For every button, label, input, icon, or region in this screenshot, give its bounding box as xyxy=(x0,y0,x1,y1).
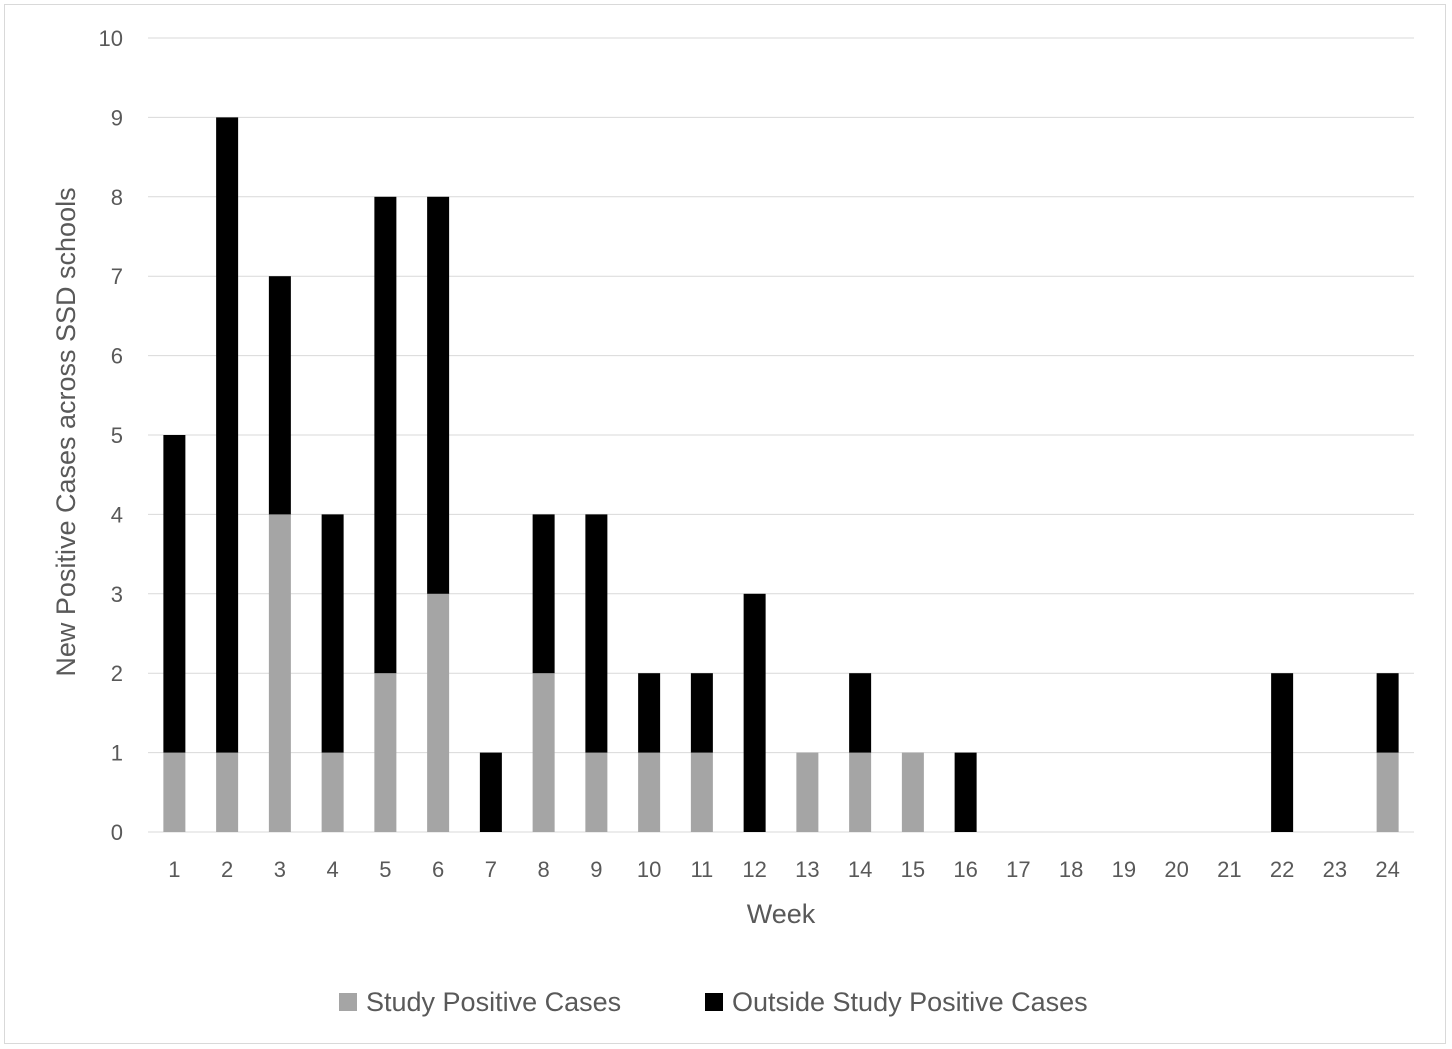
bar-study-week-9 xyxy=(585,752,608,832)
bar-outside-week-5 xyxy=(374,196,397,674)
x-tick-label: 24 xyxy=(1375,857,1399,882)
bar-outside-week-7 xyxy=(479,752,502,832)
x-tick-label: 10 xyxy=(637,857,661,882)
bar-outside-week-12 xyxy=(743,593,766,832)
bar-study-week-10 xyxy=(638,752,661,832)
bar-outside-week-24 xyxy=(1376,673,1399,753)
bar-study-week-24 xyxy=(1376,752,1399,832)
x-tick-label: 11 xyxy=(690,857,713,882)
x-tick-label: 7 xyxy=(485,857,497,882)
x-tick-label: 22 xyxy=(1270,857,1294,882)
bar-outside-week-4 xyxy=(321,514,344,753)
bar-study-week-6 xyxy=(427,593,450,832)
y-tick-label: 9 xyxy=(111,105,123,130)
bar-outside-week-9 xyxy=(585,514,608,753)
bars xyxy=(163,117,1399,832)
bar-outside-week-11 xyxy=(690,673,713,753)
x-tick-label: 9 xyxy=(590,857,602,882)
bar-outside-week-2 xyxy=(216,117,239,753)
y-tick-label: 2 xyxy=(111,661,123,686)
bar-outside-week-16 xyxy=(954,752,977,832)
legend-swatch-outside xyxy=(705,993,723,1011)
bar-outside-week-6 xyxy=(427,196,450,594)
x-tick-label: 16 xyxy=(953,857,977,882)
y-axis-title: New Positive Cases across SSD schools xyxy=(51,187,81,676)
bar-study-week-15 xyxy=(901,752,924,832)
legend-swatch-study xyxy=(339,993,357,1011)
x-tick-label: 4 xyxy=(327,857,339,882)
legend-label-outside: Outside Study Positive Cases xyxy=(732,987,1088,1017)
x-tick-label: 21 xyxy=(1217,857,1241,882)
x-tick-label: 12 xyxy=(742,857,766,882)
y-tick-label: 1 xyxy=(111,741,123,766)
gridlines xyxy=(148,37,1414,833)
bar-study-week-11 xyxy=(690,752,713,832)
bar-outside-week-8 xyxy=(532,514,555,674)
x-axis-title: Week xyxy=(747,899,816,929)
x-tick-label: 13 xyxy=(795,857,819,882)
y-tick-label: 0 xyxy=(111,820,123,845)
x-tick-label: 8 xyxy=(538,857,550,882)
x-tick-label: 2 xyxy=(221,857,233,882)
x-tick-label: 14 xyxy=(848,857,872,882)
bar-outside-week-3 xyxy=(268,276,291,515)
bar-study-week-3 xyxy=(268,514,291,832)
x-tick-label: 3 xyxy=(274,857,286,882)
y-tick-labels: 0 1 2 3 4 5 6 7 8 9 10 xyxy=(99,26,123,845)
x-tick-label: 18 xyxy=(1059,857,1083,882)
y-tick-label: 4 xyxy=(111,502,123,527)
x-tick-label: 19 xyxy=(1112,857,1136,882)
y-tick-label: 8 xyxy=(111,185,123,210)
bar-outside-week-1 xyxy=(163,435,186,753)
x-tick-label: 15 xyxy=(901,857,925,882)
x-tick-label: 1 xyxy=(168,857,180,882)
x-tick-label: 6 xyxy=(432,857,444,882)
bar-study-week-13 xyxy=(796,752,819,832)
bar-outside-week-10 xyxy=(638,673,661,753)
y-tick-label: 7 xyxy=(111,264,123,289)
bar-study-week-1 xyxy=(163,752,186,832)
x-tick-label: 20 xyxy=(1164,857,1188,882)
y-tick-label: 10 xyxy=(99,26,123,51)
legend-label-study: Study Positive Cases xyxy=(366,987,621,1017)
legend: Study Positive Cases Outside Study Posit… xyxy=(339,987,1088,1017)
bar-outside-week-14 xyxy=(849,673,872,753)
y-tick-label: 3 xyxy=(111,582,123,607)
x-tick-labels: 1 2 3 4 5 6 7 8 9 10 11 12 13 14 15 16 17 18 19 20 21 22 23 24 xyxy=(168,857,1400,882)
y-tick-label: 5 xyxy=(111,423,123,448)
bar-study-week-5 xyxy=(374,673,397,832)
x-tick-label: 17 xyxy=(1006,857,1030,882)
bar-outside-week-22 xyxy=(1271,673,1294,832)
bar-study-week-2 xyxy=(216,752,239,832)
chart-frame xyxy=(4,4,1446,1044)
bar-study-week-14 xyxy=(849,752,872,832)
x-tick-label: 5 xyxy=(379,857,391,882)
x-tick-label: 23 xyxy=(1323,857,1347,882)
bar-study-week-4 xyxy=(321,752,344,832)
y-tick-label: 6 xyxy=(111,344,123,369)
bar-study-week-8 xyxy=(532,673,555,832)
